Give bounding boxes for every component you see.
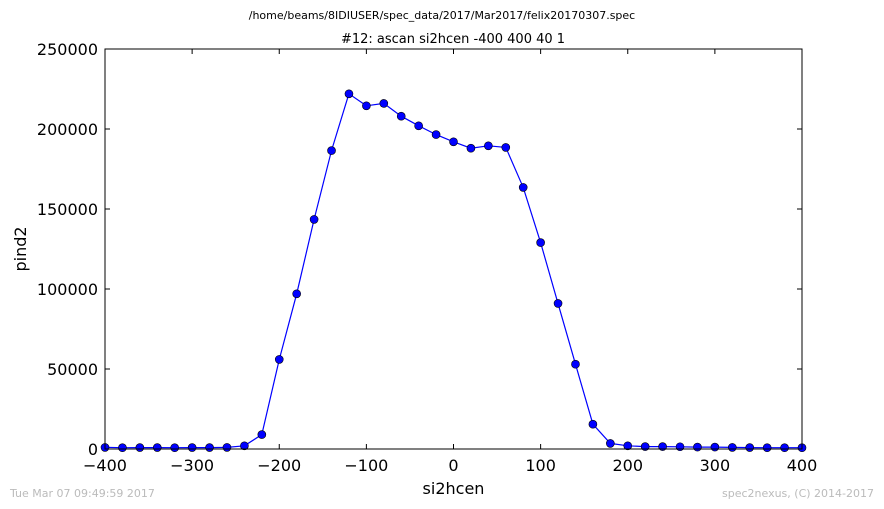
data-point	[571, 359, 580, 369]
data-point	[118, 443, 127, 453]
data-point	[309, 215, 319, 224]
x-axis-label: si2hcen	[423, 479, 485, 498]
y-tick-label: 0	[88, 440, 98, 459]
data-point	[518, 183, 528, 192]
data-point	[240, 441, 249, 451]
data-point	[135, 443, 145, 452]
data-point	[187, 443, 197, 452]
data-point	[170, 443, 179, 453]
data-point	[292, 289, 301, 299]
x-tick-label: −400	[83, 456, 127, 475]
y-tick-label: 100000	[37, 280, 98, 299]
data-point	[675, 442, 685, 452]
data-point	[222, 443, 232, 452]
data-point	[152, 443, 162, 452]
data-point	[396, 111, 406, 121]
data-point	[257, 430, 267, 439]
data-point	[484, 141, 493, 151]
data-markers	[100, 89, 807, 453]
credit: spec2nexus, (C) 2014-2017	[722, 487, 874, 500]
x-tick-label: 300	[700, 456, 731, 475]
plot-frame	[104, 48, 803, 450]
data-point	[205, 443, 214, 452]
data-point	[466, 143, 476, 153]
data-point	[536, 238, 545, 247]
data-point	[449, 137, 458, 147]
data-point	[274, 355, 284, 364]
data-point	[727, 443, 737, 452]
x-tick-label: −100	[344, 456, 388, 475]
x-tick-label: 400	[787, 456, 818, 475]
x-tick-label: −200	[257, 456, 301, 475]
file-path-title: /home/beams/8IDIUSER/spec_data/2017/Mar2…	[248, 9, 636, 22]
timestamp: Tue Mar 07 09:49:59 2017	[10, 487, 155, 500]
data-point	[693, 442, 702, 452]
data-point	[344, 89, 354, 99]
x-tick-label: 0	[448, 456, 458, 475]
y-tick-label: 50000	[47, 360, 98, 379]
axis-ticks: −400 −300 −200 −100 0 100 200 300 400 0 50000 10000…	[37, 40, 817, 475]
data-point	[431, 130, 441, 139]
data-point	[762, 443, 772, 453]
y-tick-label: 200000	[37, 120, 98, 139]
y-tick-label: 150000	[37, 200, 98, 219]
data-point	[623, 441, 633, 451]
data-point	[606, 439, 615, 448]
data-point	[327, 146, 336, 155]
series-line	[104, 92, 802, 449]
x-tick-label: −300	[170, 456, 214, 475]
chart-title: #12: ascan si2hcen -400 400 40 1	[341, 32, 565, 47]
data-point	[553, 299, 563, 308]
data-point	[780, 443, 789, 453]
data-point	[414, 121, 423, 131]
data-point	[379, 99, 389, 108]
data-point	[710, 442, 720, 452]
data-point	[588, 419, 598, 429]
data-point	[362, 101, 371, 111]
data-point	[745, 443, 755, 452]
y-axis-label: pind2	[11, 226, 30, 271]
data-point	[501, 143, 511, 152]
y-tick-label: 250000	[37, 40, 98, 59]
x-tick-label: 100	[525, 456, 556, 475]
x-tick-label: 200	[612, 456, 643, 475]
